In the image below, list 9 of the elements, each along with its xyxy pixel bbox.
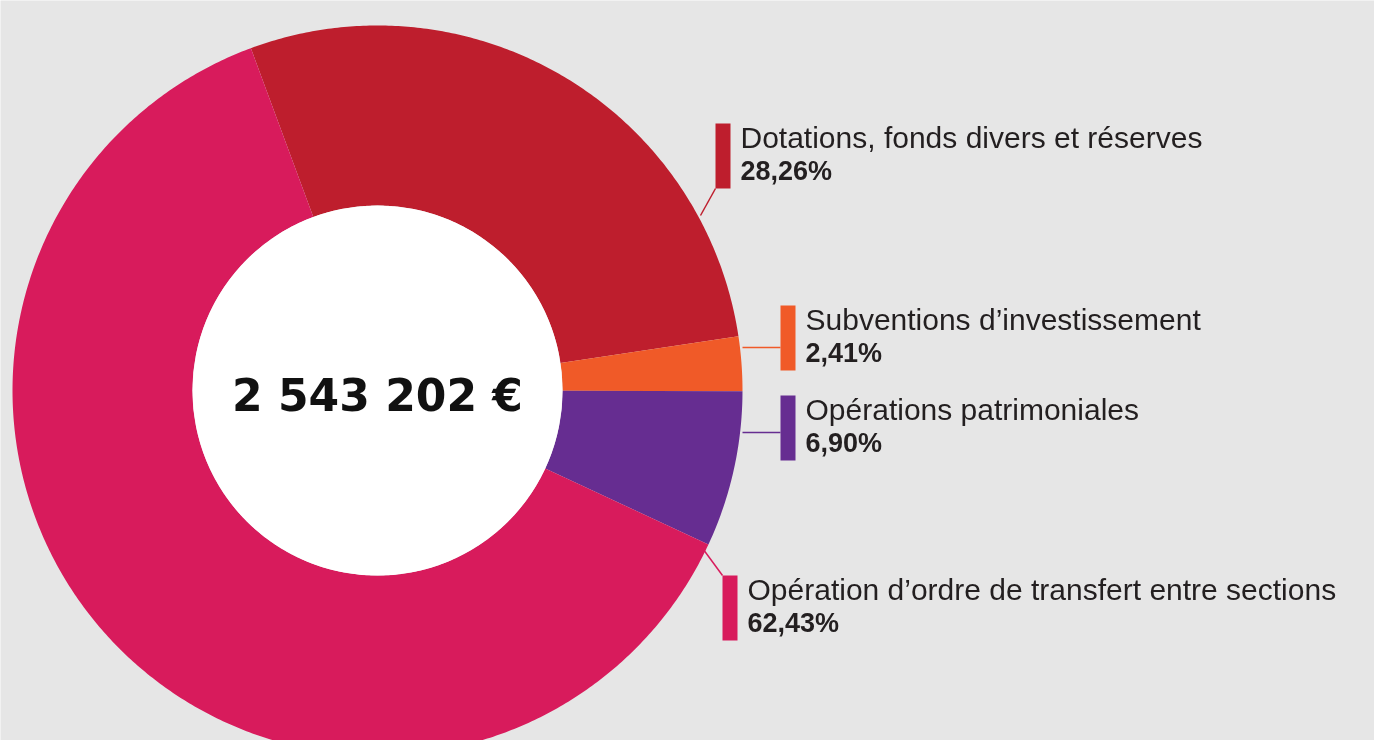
legend-label: Opération d’ordre de transfert entre sections	[747, 572, 1337, 606]
data-label: 62,43%	[747, 607, 840, 638]
legend-label: Subventions d’investissement	[805, 302, 1202, 336]
data-label: 2,41%	[805, 337, 883, 368]
data-label: 28,26%	[740, 155, 833, 186]
legend-label: Dotations, fonds divers et réserves	[740, 120, 1203, 154]
text: 2 543 202 €	[232, 370, 523, 421]
legend-label: Opérations patrimoniales	[805, 392, 1140, 426]
data-label: 6,90%	[805, 427, 883, 458]
